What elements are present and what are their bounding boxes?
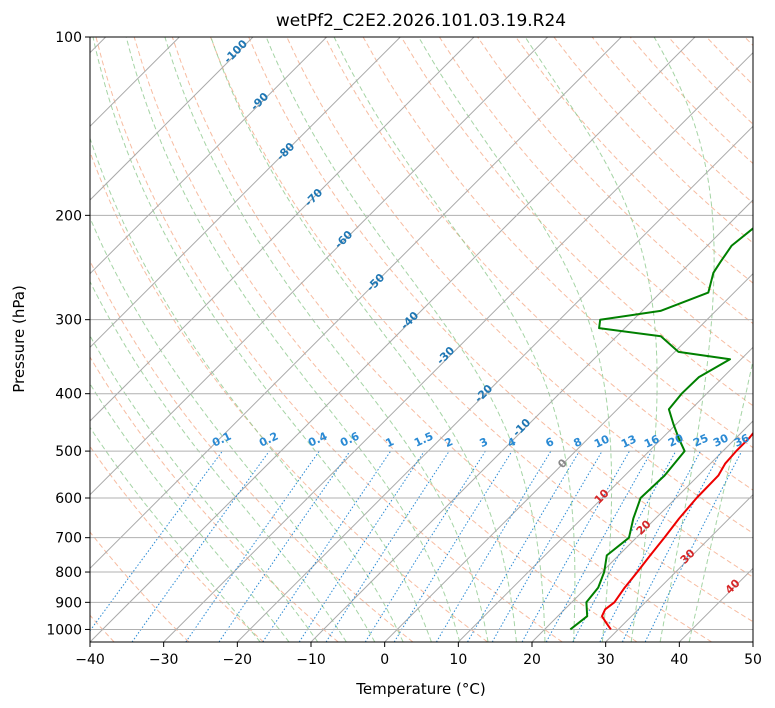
mixing-ratio-label: 20 [666, 431, 686, 449]
mixing-ratio-line [545, 450, 653, 642]
moist-adiabat [90, 334, 319, 642]
mixing-ratio-label: 25 [691, 431, 710, 449]
dewpoint-profile-line [569, 227, 753, 631]
isotherm-line [90, 37, 549, 496]
x-axis-ticks: −40 −30 −20 −10 0 10 20 30 40 50 [75, 642, 762, 668]
isotherm-line [310, 199, 753, 642]
dry-adiabat [133, 37, 638, 642]
dry-adiabat [324, 37, 753, 491]
dry-adiabat [210, 37, 753, 623]
isotherm-line [236, 125, 753, 642]
x-tick-label: 20 [523, 652, 541, 668]
mixing-ratio-line [521, 450, 630, 642]
mixing-ratio-line [393, 450, 513, 642]
moist-adiabat [653, 37, 715, 642]
moist-adiabat [90, 426, 261, 642]
y-tick-label: 900 [55, 595, 82, 611]
isotherm-line [90, 37, 401, 349]
mixing-ratio-line [644, 450, 743, 642]
dry-adiabat [515, 37, 753, 284]
profile-series [569, 227, 753, 631]
y-tick-label: 400 [55, 387, 82, 403]
x-tick-label: −40 [75, 652, 105, 668]
moist-adiabat [333, 37, 576, 642]
chart-title: wetPf2_C2E2.2026.101.03.19.R24 [276, 11, 566, 31]
mixing-ratio-line [90, 450, 223, 632]
moist-adiabat [125, 37, 461, 642]
isotherm-line [163, 51, 753, 642]
dry-adiabat [90, 445, 264, 642]
mixing-ratio-line [185, 450, 320, 642]
moist-adiabat [90, 280, 347, 642]
y-axis-ticks: 100 200 300 400 500 600 700 800 900 1000 [46, 30, 90, 638]
moist-adiabat [418, 37, 613, 642]
x-tick-label: −20 [223, 652, 253, 668]
dry-adiabat [95, 37, 563, 642]
x-tick-label: 40 [670, 652, 688, 668]
dry-adiabat [248, 37, 753, 578]
mixing-ratio-label: 30 [711, 431, 731, 449]
dry-adiabat [438, 37, 753, 366]
y-tick-label: 100 [55, 30, 82, 46]
x-tick-label: 30 [597, 652, 615, 668]
moist-adiabat [90, 382, 290, 642]
dry-adiabat [400, 37, 753, 407]
mixing-ratio-line [435, 450, 552, 642]
mixing-ratio-label: 16 [642, 432, 662, 450]
mixing-ratio-line [262, 450, 392, 642]
mixing-ratio-label: 13 [619, 432, 638, 450]
y-axis-title: Pressure (hPa) [10, 285, 28, 393]
isotherm-line [90, 37, 475, 422]
background-lines [90, 37, 753, 642]
x-axis-title: Temperature (°C) [355, 680, 485, 698]
moist-adiabat [164, 37, 489, 642]
mixing-ratio-line [572, 450, 677, 642]
x-tick-label: 10 [449, 652, 467, 668]
isotherm-line [90, 37, 254, 201]
moist-adiabat [210, 37, 517, 642]
moist-adiabat [90, 216, 376, 642]
mixing-ratio-line [218, 450, 351, 642]
temperature-profile-line [601, 431, 753, 630]
y-tick-label: 500 [55, 444, 82, 460]
y-tick-label: 600 [55, 491, 82, 507]
mixing-ratio-label: 36 [732, 431, 752, 449]
mixing-ratio-line [364, 450, 486, 642]
dry-adiabat [90, 356, 339, 642]
y-tick-label: 200 [55, 208, 82, 224]
mixing-ratio-line [325, 450, 450, 642]
y-tick-label: 300 [55, 313, 82, 329]
mixing-ratio-line [131, 450, 270, 642]
isotherm-line [90, 37, 622, 570]
isotherm-line [531, 420, 753, 642]
isotherm-line [384, 272, 753, 642]
moist-adiabat [90, 136, 404, 642]
y-tick-label: 700 [55, 531, 82, 547]
isotherm-line [457, 346, 753, 642]
y-tick-label: 800 [55, 565, 82, 581]
isotherm-line [90, 37, 696, 642]
mixing-ratio-label: 10 [592, 432, 612, 450]
moist-adiabat [688, 358, 753, 642]
x-tick-label: −10 [296, 652, 326, 668]
dry-adiabat [171, 37, 712, 642]
mixing-ratio-line [298, 450, 425, 642]
x-tick-label: 0 [380, 652, 389, 668]
isotherm-line [605, 493, 753, 642]
moist-adiabat [265, 37, 546, 642]
x-tick-label: −30 [149, 652, 179, 668]
moist-adiabat [92, 37, 432, 642]
dry-adiabat [90, 150, 488, 642]
mixing-ratio-line [621, 450, 722, 642]
mixing-ratio-line [599, 450, 701, 642]
plot-frame [89, 36, 754, 643]
y-tick-label: 1000 [46, 622, 82, 638]
isotherm-line [90, 37, 328, 275]
dry-adiabat [90, 531, 190, 642]
x-tick-label: 50 [744, 652, 762, 668]
